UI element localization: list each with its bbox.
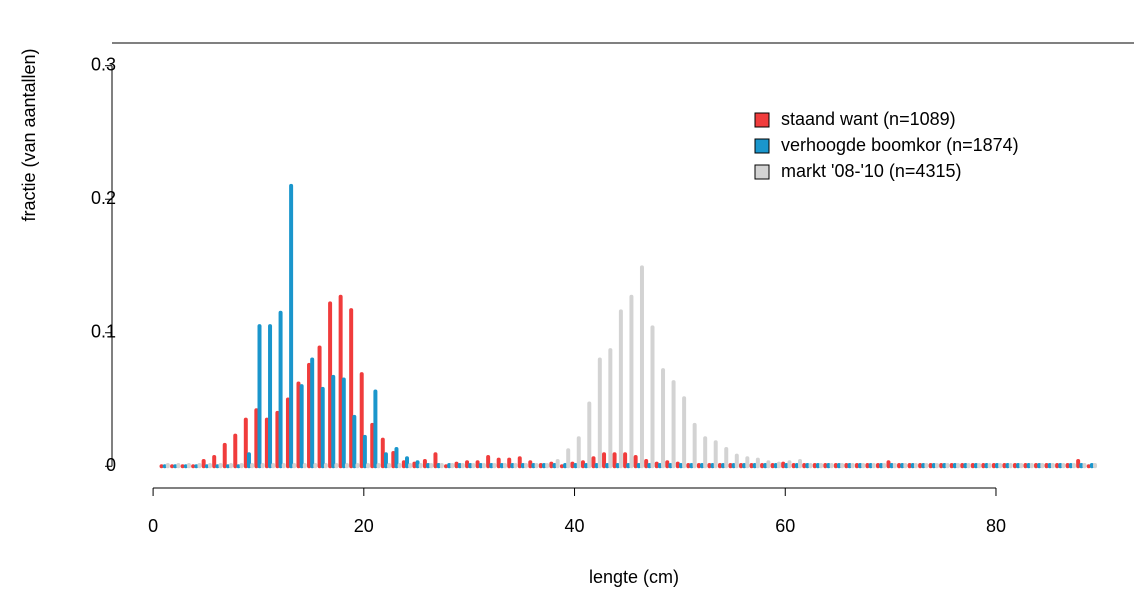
legend-label: staand want (n=1089) <box>781 109 956 129</box>
legend-swatch <box>754 138 770 154</box>
x-tick-label: 0 <box>148 516 158 536</box>
y-axis-label: fractie (van aantallen) <box>19 48 39 221</box>
legend-label: verhoogde boomkor (n=1874) <box>781 135 1019 155</box>
x-axis-label: lengte (cm) <box>589 567 679 587</box>
x-tick-label: 40 <box>565 516 585 536</box>
legend-swatch <box>754 164 770 180</box>
x-tick-label: 80 <box>986 516 1006 536</box>
x-tick-label: 20 <box>354 516 374 536</box>
y-tick-label: 0 <box>106 455 116 475</box>
legend-swatch <box>754 112 770 128</box>
y-tick-label: 0.2 <box>91 188 116 208</box>
y-tick-label: 0.3 <box>91 54 116 74</box>
x-tick-label: 60 <box>775 516 795 536</box>
y-tick-label: 0.1 <box>91 322 116 342</box>
legend-label: markt '08-'10 (n=4315) <box>781 161 961 181</box>
